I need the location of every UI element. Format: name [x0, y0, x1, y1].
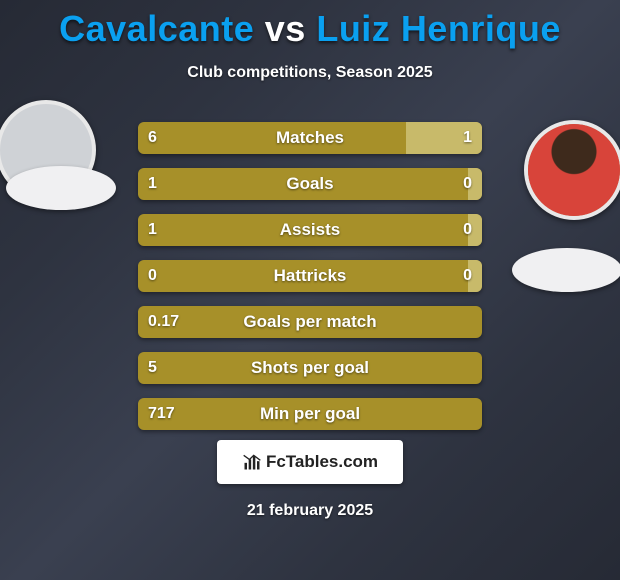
bar-value-left: 717	[138, 398, 185, 430]
content: Cavalcante vs Luiz Henrique Club competi…	[0, 0, 620, 580]
bar-label: Min per goal	[138, 398, 482, 430]
bar-row: 00Hattricks	[138, 260, 482, 292]
bar-row: 0.17Goals per match	[138, 306, 482, 338]
bar-value-right	[462, 398, 482, 430]
bar-value-left: 0	[138, 260, 167, 292]
bar-value-right	[462, 352, 482, 384]
title-vs: vs	[265, 8, 306, 49]
club-badge-right	[512, 248, 620, 292]
bar-row: 10Goals	[138, 168, 482, 200]
bar-label: Hattricks	[138, 260, 482, 292]
bar-value-right	[462, 306, 482, 338]
bar-label: Shots per goal	[138, 352, 482, 384]
bar-value-left: 6	[138, 122, 167, 154]
club-badge-left	[6, 166, 116, 210]
bar-right-fill	[468, 214, 482, 246]
bar-row: 10Assists	[138, 214, 482, 246]
date: 21 february 2025	[0, 502, 620, 520]
page-title: Cavalcante vs Luiz Henrique	[0, 0, 620, 50]
bar-row: 61Matches	[138, 122, 482, 154]
bar-label: Assists	[138, 214, 482, 246]
watermark-text: FcTables.com	[266, 452, 378, 472]
bar-row: 717Min per goal	[138, 398, 482, 430]
bar-label: Goals	[138, 168, 482, 200]
bar-value-left: 5	[138, 352, 167, 384]
bar-right-fill	[468, 168, 482, 200]
bar-value-left: 1	[138, 168, 167, 200]
title-player-right: Luiz Henrique	[316, 8, 561, 49]
bar-value-left: 0.17	[138, 306, 189, 338]
title-player-left: Cavalcante	[59, 8, 254, 49]
subtitle: Club competitions, Season 2025	[0, 64, 620, 82]
chart-bars-icon	[242, 452, 262, 472]
bar-label: Goals per match	[138, 306, 482, 338]
watermark: FcTables.com	[217, 440, 403, 484]
bar-right-fill	[406, 122, 482, 154]
player-avatar-right	[524, 120, 620, 220]
bar-row: 5Shots per goal	[138, 352, 482, 384]
bar-right-fill	[468, 260, 482, 292]
bar-value-left: 1	[138, 214, 167, 246]
comparison-bars: 61Matches10Goals10Assists00Hattricks0.17…	[138, 122, 482, 444]
